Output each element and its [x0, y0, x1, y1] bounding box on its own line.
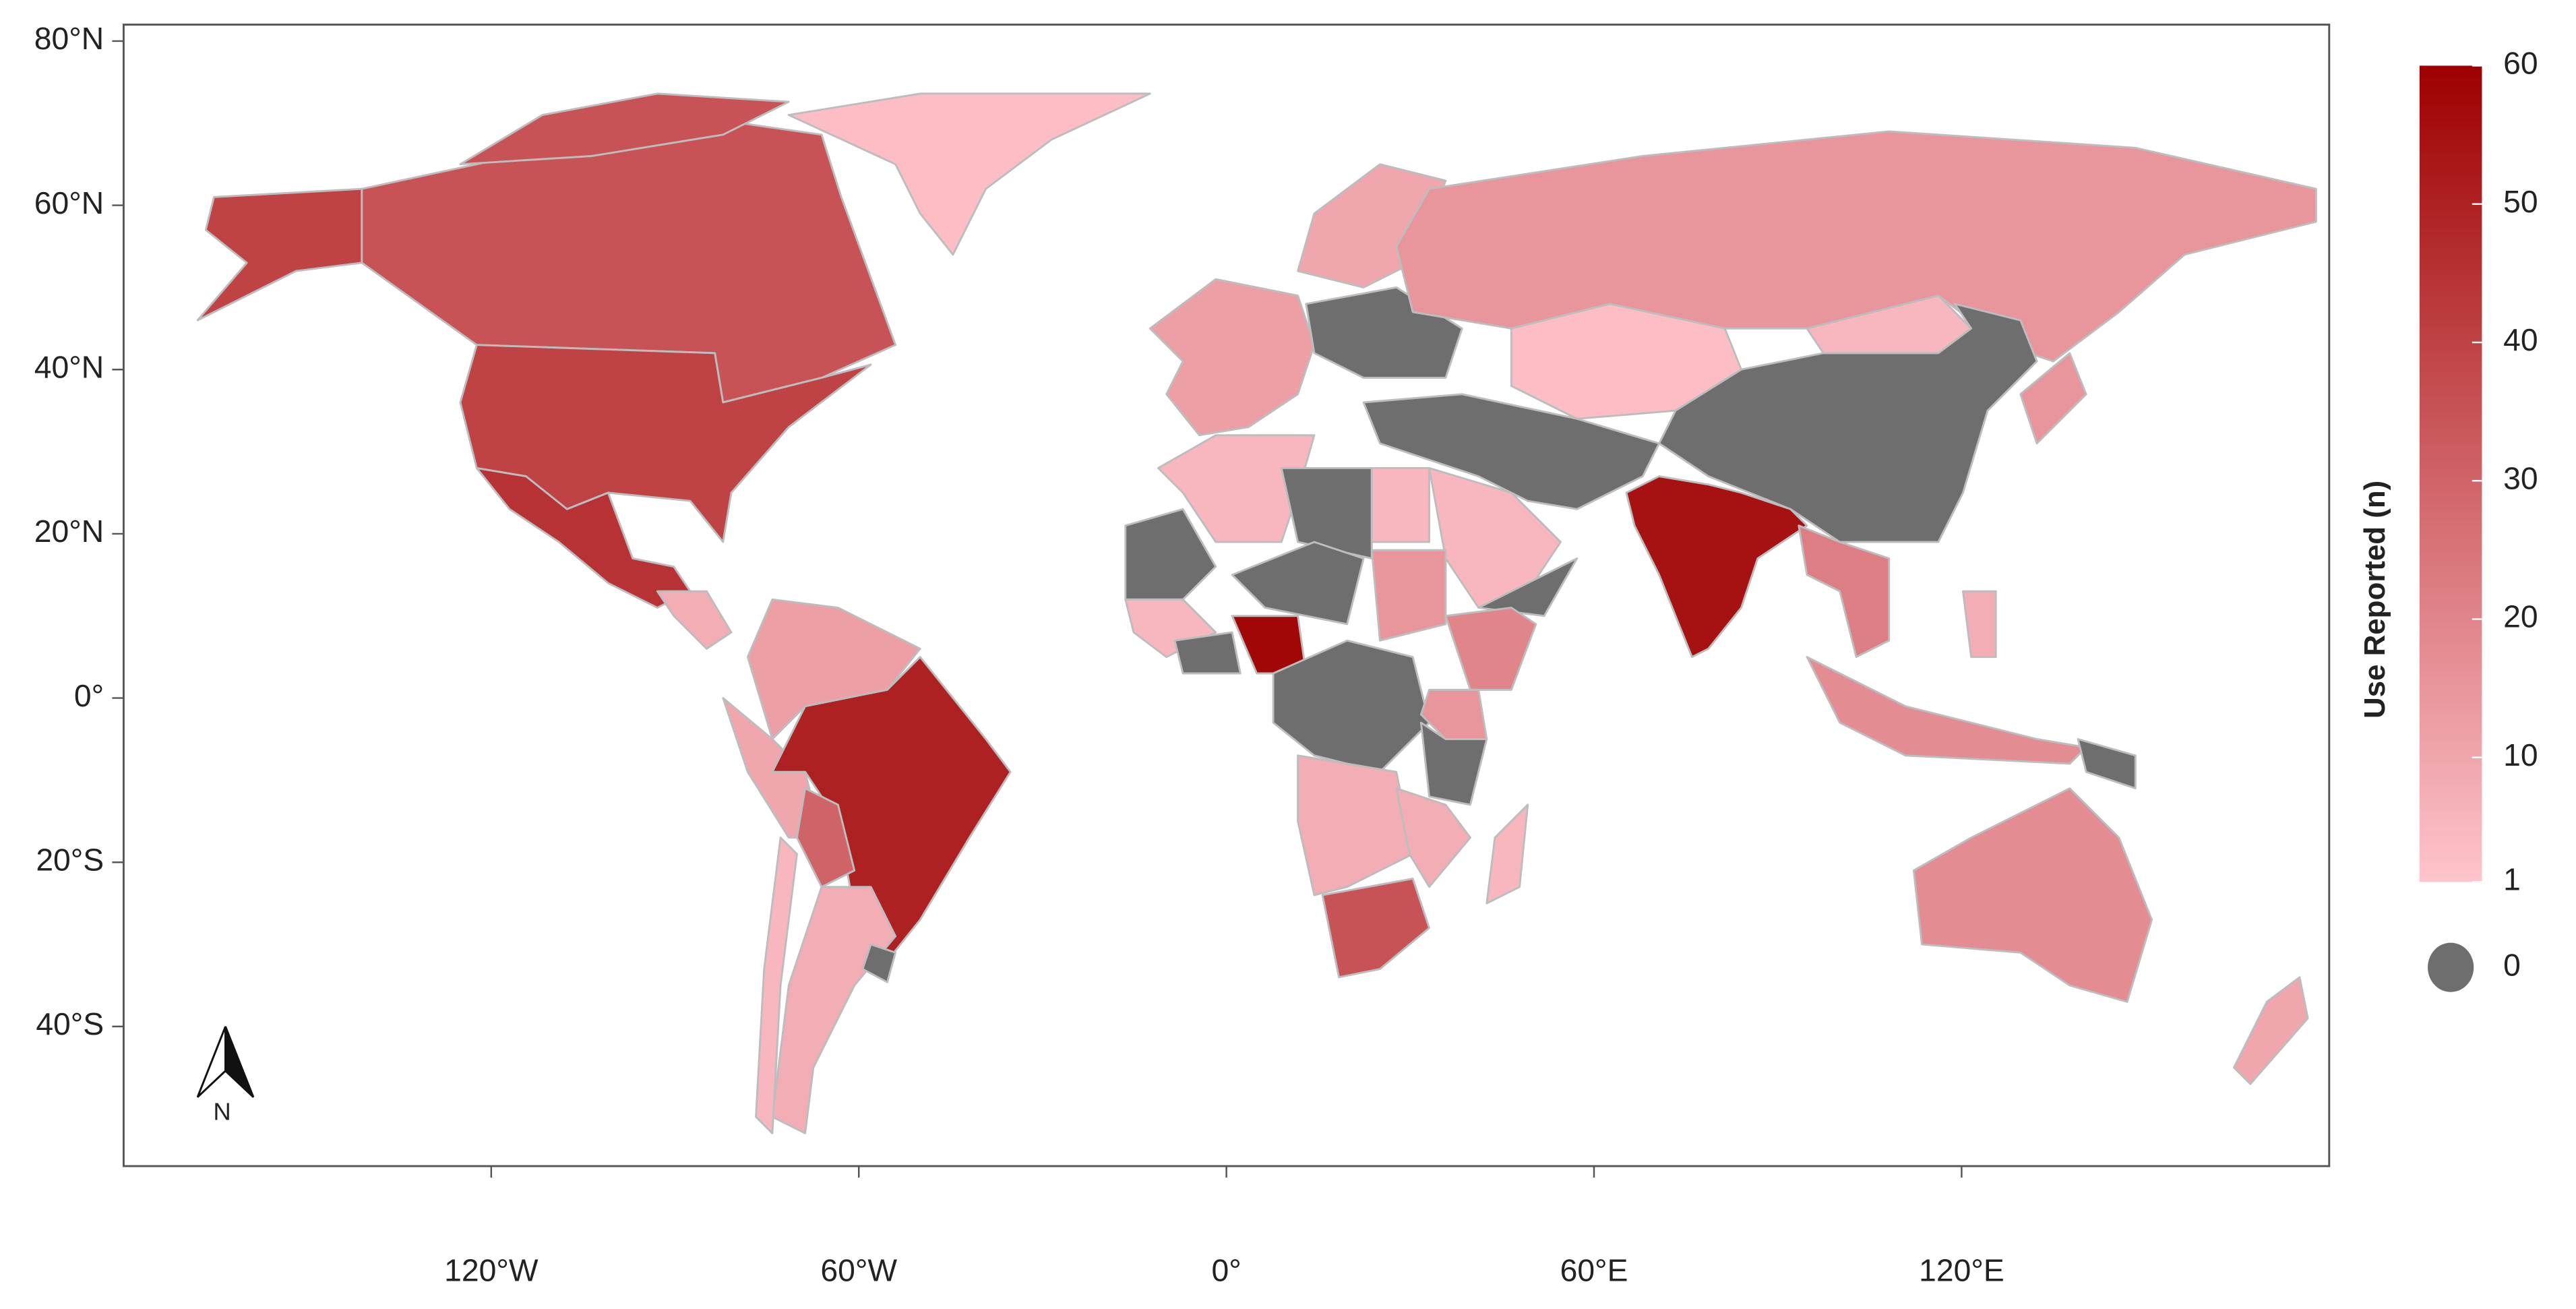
region	[787, 92, 1151, 256]
y-tick-label: 20°S	[36, 842, 104, 877]
region	[746, 598, 921, 740]
legend-zero-label: 0	[2503, 947, 2521, 982]
region	[1297, 754, 1414, 896]
x-tick-label: 0°	[1212, 1253, 1241, 1288]
x-tick-label: 120°E	[1919, 1253, 2004, 1288]
region	[795, 787, 856, 888]
legend-tick-label: 50	[2503, 184, 2538, 219]
y-tick-label: 40°S	[36, 1006, 104, 1041]
y-tick-label: 0°	[74, 678, 104, 713]
region	[656, 590, 733, 650]
region	[475, 466, 692, 609]
compass: N	[196, 1026, 255, 1126]
legend-tick-label: 1	[2503, 862, 2521, 897]
region	[1231, 541, 1365, 626]
legend-zero-swatch	[2428, 942, 2474, 992]
region	[1362, 393, 1661, 510]
region	[1444, 607, 1537, 691]
region	[1395, 787, 1471, 888]
legend-tick-label: 20	[2503, 599, 2538, 634]
region	[771, 656, 1012, 962]
region	[1912, 787, 2153, 1003]
region	[459, 92, 790, 166]
legend-tick-label: 30	[2503, 460, 2538, 495]
region	[1370, 466, 1431, 543]
y-tick-label: 60°N	[34, 185, 104, 220]
region	[1370, 549, 1447, 642]
region	[1419, 721, 1488, 806]
region	[1124, 508, 1217, 601]
region	[2233, 976, 2309, 1085]
y-tick-label: 40°N	[34, 349, 104, 384]
region	[771, 886, 897, 1134]
y-tick-label: 20°N	[34, 514, 104, 549]
compass-label: N	[213, 1098, 231, 1126]
compass-arrow-right	[224, 1026, 255, 1098]
region	[2019, 352, 2087, 445]
region	[1173, 631, 1241, 675]
x-tick-label: 60°E	[1560, 1253, 1628, 1288]
region	[1157, 434, 1316, 543]
legend-tick-label: 40	[2503, 322, 2538, 357]
region	[1321, 878, 1431, 979]
region	[196, 187, 363, 322]
region	[861, 943, 897, 983]
region	[1148, 278, 1316, 437]
legend-tick-label: 60	[2503, 46, 2538, 81]
region	[755, 836, 798, 1134]
region	[1961, 590, 1997, 659]
region	[1798, 524, 1891, 659]
region	[1625, 475, 1808, 659]
region	[1272, 639, 1431, 773]
y-tick-label: 80°N	[34, 21, 104, 56]
region	[2077, 738, 2137, 790]
x-tick-label: 120°W	[444, 1253, 539, 1288]
region	[1485, 803, 1529, 905]
regions	[196, 92, 2317, 1134]
legend-color-bar	[2419, 65, 2482, 882]
legend-tick-label: 10	[2503, 737, 2538, 772]
x-tick-label: 60°W	[820, 1253, 897, 1288]
legend-title: Use Reported (n)	[2358, 481, 2391, 719]
region	[1658, 303, 2038, 543]
